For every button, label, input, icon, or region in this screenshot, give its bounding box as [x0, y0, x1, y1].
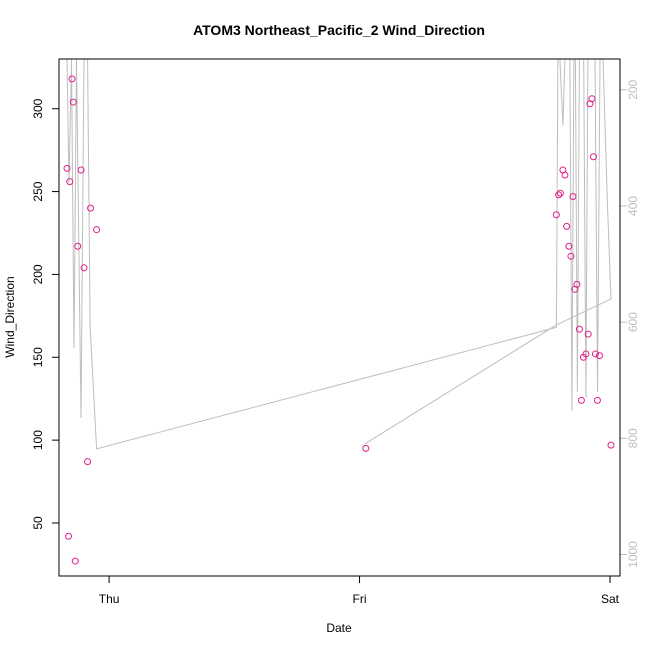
y2-tick-label: 400 — [626, 196, 640, 216]
wind-direction-points — [63, 75, 615, 565]
y2-tick-label: 200 — [626, 79, 640, 99]
data-point — [65, 532, 73, 540]
data-point — [63, 164, 71, 172]
data-point — [584, 330, 592, 338]
data-point — [563, 222, 571, 230]
series-line-path — [66, 59, 612, 450]
x-tick-label: Thu — [99, 592, 120, 606]
data-point — [74, 242, 82, 250]
data-point — [80, 264, 88, 272]
plot-frame — [58, 58, 621, 577]
y-tick-label: 50 — [31, 516, 45, 530]
y2-tick-label: 1000 — [626, 541, 640, 568]
data-point — [577, 396, 585, 404]
data-point — [66, 178, 74, 186]
x-axis: Thu Fri Sat — [99, 575, 620, 606]
right-y-axis: 200 400 600 800 1000 — [619, 79, 640, 568]
pressure-series-line — [66, 59, 612, 450]
data-point — [552, 211, 560, 219]
data-point — [93, 226, 101, 234]
data-point — [591, 350, 599, 358]
x-tick-label: Fri — [353, 592, 367, 606]
y-tick-label: 100 — [31, 430, 45, 450]
data-point — [589, 153, 597, 161]
data-point — [87, 204, 95, 212]
x-axis-label: Date — [326, 621, 352, 635]
data-point — [567, 252, 575, 260]
data-point — [573, 280, 581, 288]
data-point — [68, 75, 76, 83]
data-point — [607, 441, 615, 449]
data-point — [69, 98, 77, 106]
y2-tick-label: 800 — [626, 428, 640, 448]
data-point — [77, 166, 85, 174]
y-tick-label: 200 — [31, 264, 45, 284]
data-point — [582, 350, 590, 358]
x-tick-label: Sat — [601, 592, 620, 606]
y-tick-label: 150 — [31, 347, 45, 367]
data-point — [71, 557, 79, 565]
data-point — [595, 352, 603, 360]
data-point — [575, 325, 583, 333]
data-point — [556, 189, 564, 197]
chart-title: ATOM3 Northeast_Pacific_2 Wind_Direction — [193, 22, 485, 38]
y-axis-label: Wind_Direction — [3, 276, 17, 357]
data-point — [362, 444, 370, 452]
data-point — [84, 458, 92, 466]
data-point — [593, 396, 601, 404]
y2-tick-label: 600 — [626, 312, 640, 332]
data-point — [555, 191, 563, 199]
data-point — [588, 95, 596, 103]
data-point — [565, 242, 573, 250]
data-point — [561, 171, 569, 179]
y-tick-label: 300 — [31, 98, 45, 118]
left-y-axis: 50 100 150 200 250 300 — [31, 98, 59, 530]
data-point — [569, 193, 577, 201]
y-tick-label: 250 — [31, 181, 45, 201]
